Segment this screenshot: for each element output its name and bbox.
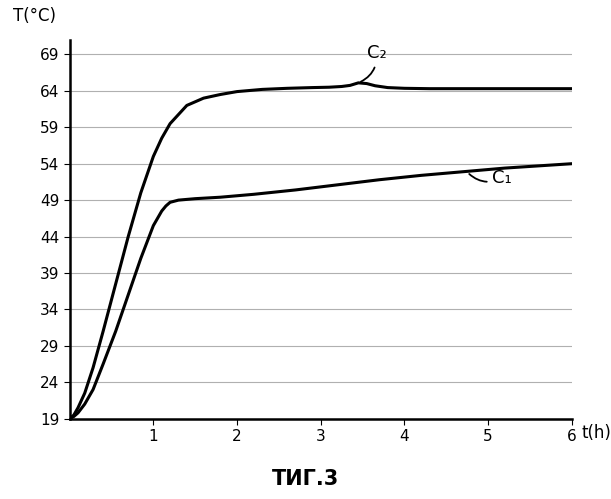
X-axis label: t(h): t(h) [582, 424, 611, 442]
Text: C₁: C₁ [469, 169, 512, 187]
Text: ΤИГ.3: ΤИГ.3 [272, 469, 339, 489]
Text: C₂: C₂ [361, 44, 387, 82]
Y-axis label: T(°C): T(°C) [13, 6, 56, 25]
